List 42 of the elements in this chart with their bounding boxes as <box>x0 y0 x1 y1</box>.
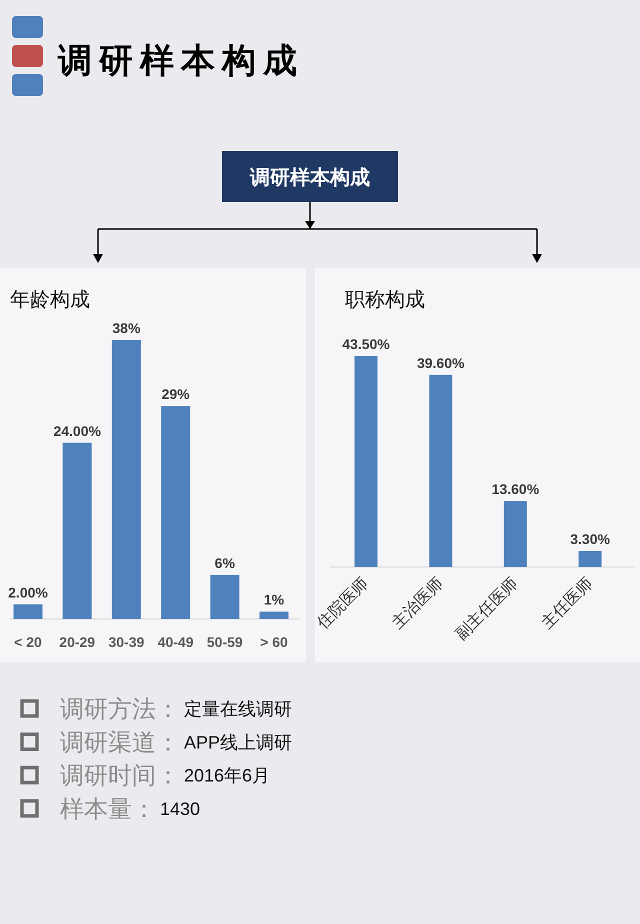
data-label: 13.60% <box>492 481 540 498</box>
x-tick-label: 20-29 <box>59 634 96 650</box>
bar <box>354 356 378 567</box>
bar <box>578 550 602 567</box>
x-tick-label: > 60 <box>260 634 288 650</box>
x-tick-label: 主任医师 <box>538 574 596 632</box>
text: 2016年6月 <box>184 766 270 786</box>
text: 调研样本构成 <box>57 43 304 80</box>
text: 调研时间： <box>60 762 180 790</box>
bar <box>260 612 288 619</box>
text: 调研方法： <box>60 696 180 723</box>
x-tick-label: 主治医师 <box>388 574 447 632</box>
x-tick-label: 副主任医师 <box>452 574 522 644</box>
data-label: 24.00% <box>53 422 102 439</box>
text: APP线上调研 <box>184 732 292 752</box>
x-tick-label: < 20 <box>14 634 42 650</box>
bar <box>14 604 42 619</box>
bar <box>161 406 190 619</box>
data-label: 6% <box>214 554 236 571</box>
data-label: 1% <box>264 592 285 608</box>
x-tick-label: 住院医师 <box>313 574 372 633</box>
bar <box>504 501 527 567</box>
data-label: 29% <box>162 386 190 402</box>
chart-title: 职称构成 <box>345 289 425 311</box>
data-label: 38% <box>112 320 141 336</box>
text: 1430 <box>160 798 200 819</box>
bar <box>112 340 141 619</box>
text: 调研样本构成 <box>249 167 370 189</box>
bar <box>429 374 452 567</box>
data-label: 43.50% <box>342 336 390 352</box>
bar <box>62 442 92 619</box>
x-tick-label: 40-49 <box>158 634 194 650</box>
data-label: 39.60% <box>416 354 465 371</box>
data-label: 3.30% <box>570 530 610 547</box>
data-label: 2.00% <box>8 584 48 600</box>
text: 调研渠道： <box>60 729 180 756</box>
x-tick-label: 30-39 <box>108 634 145 650</box>
x-tick-label: 50-59 <box>206 634 243 650</box>
chart-title: 年龄构成 <box>10 289 90 311</box>
text: 定量在线调研 <box>184 699 292 719</box>
bar <box>210 574 240 619</box>
text: 样本量： <box>60 796 156 823</box>
